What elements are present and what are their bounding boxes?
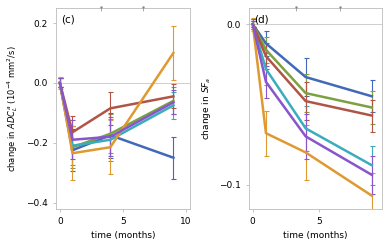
Y-axis label: change in $ADC_L^a$ ($10^{-4}$ mm$^2$/s): change in $ADC_L^a$ ($10^{-4}$ mm$^2$/s) xyxy=(5,45,21,172)
Text: (c): (c) xyxy=(61,14,75,24)
X-axis label: time (months): time (months) xyxy=(283,231,348,240)
Y-axis label: change in $SF_a$: change in $SF_a$ xyxy=(200,77,213,140)
Text: (d): (d) xyxy=(254,14,269,24)
X-axis label: time (months): time (months) xyxy=(91,231,155,240)
